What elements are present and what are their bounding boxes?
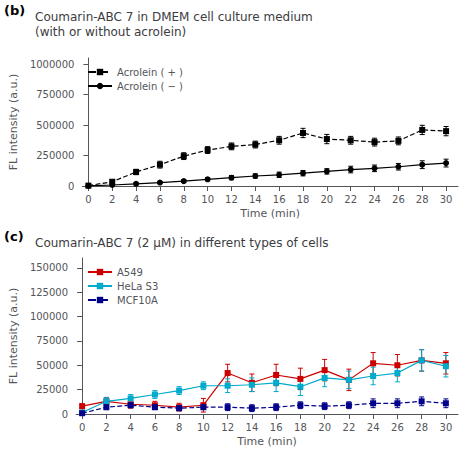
svg-text:FL intensity (a.u.): FL intensity (a.u.)	[7, 288, 20, 384]
svg-text:16: 16	[270, 422, 283, 433]
svg-text:125000: 125000	[30, 287, 68, 298]
svg-text:Coumarin-ABC 7 (2 μM) in diffe: Coumarin-ABC 7 (2 μM) in different types…	[35, 236, 328, 250]
svg-text:2: 2	[103, 422, 109, 433]
svg-text:22: 22	[343, 422, 356, 433]
svg-text:750000: 750000	[36, 89, 74, 100]
svg-text:20: 20	[320, 194, 333, 205]
svg-text:Time (min): Time (min)	[239, 207, 300, 220]
svg-text:4: 4	[133, 194, 139, 205]
svg-text:HeLa S3: HeLa S3	[117, 281, 158, 292]
svg-text:500000: 500000	[36, 120, 74, 131]
svg-text:18: 18	[297, 194, 310, 205]
svg-text:4: 4	[127, 422, 133, 433]
svg-text:1000000: 1000000	[30, 59, 75, 70]
svg-text:0: 0	[62, 409, 68, 420]
svg-text:14: 14	[246, 422, 259, 433]
svg-text:25000: 25000	[36, 384, 68, 395]
svg-text:26: 26	[391, 422, 404, 433]
svg-text:18: 18	[294, 422, 307, 433]
svg-text:Acrolein ( + ): Acrolein ( + )	[117, 67, 183, 78]
svg-text:0: 0	[68, 181, 74, 192]
svg-text:100000: 100000	[30, 311, 68, 322]
svg-text:MCF10A: MCF10A	[117, 295, 158, 306]
svg-text:12: 12	[221, 422, 234, 433]
svg-text:16: 16	[273, 194, 286, 205]
svg-text:30: 30	[440, 422, 453, 433]
svg-text:22: 22	[344, 194, 357, 205]
svg-text:0: 0	[79, 422, 85, 433]
svg-text:8: 8	[181, 194, 187, 205]
svg-text:250000: 250000	[36, 150, 74, 161]
svg-text:12: 12	[225, 194, 238, 205]
svg-text:Coumarin-ABC 7 in DMEM cell cu: Coumarin-ABC 7 in DMEM cell culture medi…	[35, 10, 313, 24]
svg-text:20: 20	[318, 422, 331, 433]
svg-text:A549: A549	[117, 267, 143, 278]
svg-text:Time (min): Time (min)	[236, 435, 297, 448]
svg-text:FL intensity (a.u.): FL intensity (a.u.)	[7, 74, 20, 170]
svg-text:28: 28	[415, 422, 428, 433]
svg-text:0: 0	[85, 194, 91, 205]
svg-text:8: 8	[176, 422, 182, 433]
svg-text:2: 2	[109, 194, 115, 205]
svg-text:28: 28	[416, 194, 429, 205]
svg-text:(with or without acrolein): (with or without acrolein)	[35, 25, 186, 39]
svg-text:6: 6	[152, 422, 158, 433]
svg-text:14: 14	[249, 194, 262, 205]
svg-text:10: 10	[197, 422, 210, 433]
svg-text:10: 10	[201, 194, 214, 205]
svg-text:24: 24	[367, 422, 380, 433]
svg-text:24: 24	[368, 194, 381, 205]
svg-text:50000: 50000	[36, 360, 68, 371]
svg-text:30: 30	[440, 194, 453, 205]
svg-text:(c): (c)	[4, 229, 24, 244]
svg-text:150000: 150000	[30, 262, 68, 273]
svg-text:26: 26	[392, 194, 405, 205]
svg-text:Acrolein ( − ): Acrolein ( − )	[117, 81, 183, 92]
svg-text:6: 6	[157, 194, 163, 205]
svg-text:(b): (b)	[4, 3, 25, 18]
svg-text:75000: 75000	[36, 335, 68, 346]
